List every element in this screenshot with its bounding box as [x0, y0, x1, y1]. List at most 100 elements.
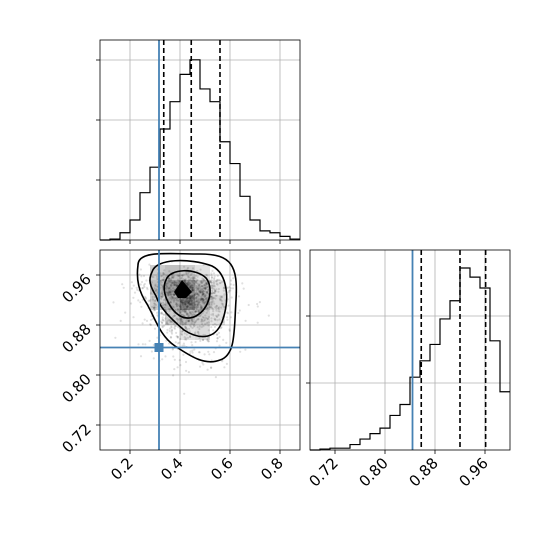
- scatter-point: [207, 340, 210, 343]
- hist2-bin-9: [400, 405, 410, 451]
- scatter-point: [215, 333, 218, 336]
- scatter-point: [177, 281, 180, 285]
- scatter-point: [205, 282, 208, 285]
- scatter-point: [217, 308, 220, 311]
- scatter-point: [154, 284, 157, 287]
- scatter-point: [182, 301, 185, 304]
- scatter-point: [189, 278, 192, 281]
- scatter-point: [199, 298, 202, 301]
- scatter-point: [185, 301, 188, 304]
- scatter-point: [178, 359, 181, 362]
- scatter-point: [199, 291, 202, 294]
- scatter-point: [189, 282, 192, 285]
- scatter-point: [165, 321, 168, 325]
- scatter-point: [185, 327, 188, 330]
- scatter-point: [175, 284, 178, 287]
- scatter-point: [180, 301, 184, 304]
- scatter-point: [184, 321, 187, 324]
- scatter-point: [153, 306, 156, 309]
- scatter-point: [217, 307, 220, 310]
- scatter-point: [194, 320, 197, 324]
- scatter-point: [205, 291, 208, 294]
- scatter-point: [176, 325, 179, 328]
- scatter-point: [176, 318, 179, 321]
- scatter-point: [199, 297, 202, 300]
- scatter-point: [174, 324, 177, 327]
- hist2-bin-10: [410, 377, 420, 450]
- scatter-point: [199, 298, 203, 301]
- scatter-point: [171, 305, 174, 308]
- scatter-point: [191, 284, 194, 287]
- scatter-point: [207, 315, 210, 318]
- scatter-point: [212, 312, 215, 315]
- scatter-point: [210, 278, 213, 281]
- scatter-point: [202, 278, 205, 281]
- scatter-point: [167, 277, 170, 280]
- scatter-point: [180, 318, 183, 321]
- scatter-point: [211, 286, 214, 289]
- scatter-point: [178, 318, 181, 321]
- scatter-point: [192, 279, 195, 282]
- scatter-point: [180, 300, 183, 303]
- scatter-point: [226, 312, 230, 315]
- scatter-point: [220, 326, 223, 329]
- scatter-point: [188, 286, 191, 289]
- scatter-point: [184, 278, 187, 281]
- scatter-point: [179, 300, 182, 303]
- scatter-point: [191, 289, 195, 292]
- hist2-bin-18: [490, 341, 500, 450]
- scatter-point: [161, 316, 164, 319]
- scatter-point: [206, 297, 209, 300]
- scatter-point: [201, 297, 204, 300]
- scatter-point: [256, 302, 259, 306]
- scatter-point: [184, 311, 187, 314]
- scatter-point: [202, 316, 206, 319]
- scatter-point: [164, 313, 167, 316]
- scatter-point: [150, 350, 153, 353]
- scatter-point: [179, 297, 182, 300]
- hist2-bin-14: [450, 301, 460, 450]
- scatter-point: [124, 311, 127, 314]
- scatter-point: [173, 281, 176, 284]
- scatter-point: [161, 291, 164, 295]
- scatter-point: [172, 276, 175, 279]
- scatter-point: [200, 289, 203, 292]
- scatter-point: [161, 358, 164, 361]
- scatter-point: [200, 320, 203, 323]
- scatter-point: [226, 287, 229, 290]
- scatter-point: [179, 303, 182, 306]
- scatter-point: [225, 341, 228, 344]
- scatter-point: [202, 319, 205, 322]
- scatter-point: [170, 297, 173, 300]
- scatter-point: [218, 310, 221, 313]
- scatter-point: [209, 280, 212, 283]
- hist1-bin-4: [140, 193, 150, 240]
- scatter-point: [169, 280, 172, 284]
- scatter-point: [176, 335, 179, 338]
- scatter-point: [161, 274, 164, 277]
- scatter-point: [210, 302, 213, 306]
- scatter-point: [172, 300, 175, 303]
- scatter-point: [167, 287, 170, 290]
- hist2-bin-15: [460, 268, 470, 450]
- scatter-point: [201, 299, 204, 302]
- scatter-point: [201, 293, 205, 296]
- scatter-point: [190, 302, 193, 305]
- scatter-point: [211, 306, 214, 310]
- hist2-bin-6: [370, 434, 380, 450]
- scatter-point: [202, 290, 206, 293]
- scatter-point: [230, 311, 233, 314]
- scatter-point: [213, 275, 216, 278]
- scatter-point: [189, 294, 192, 298]
- scatter-point: [197, 309, 200, 312]
- scatter-point: [202, 301, 205, 304]
- scatter-point: [216, 315, 219, 318]
- scatter-point: [223, 286, 226, 289]
- scatter-point: [170, 281, 173, 284]
- scatter-point: [176, 335, 179, 338]
- scatter-point: [144, 297, 148, 300]
- scatter-point: [139, 355, 143, 358]
- scatter-point: [186, 299, 189, 303]
- scatter-point: [191, 313, 194, 316]
- scatter-point: [168, 327, 171, 330]
